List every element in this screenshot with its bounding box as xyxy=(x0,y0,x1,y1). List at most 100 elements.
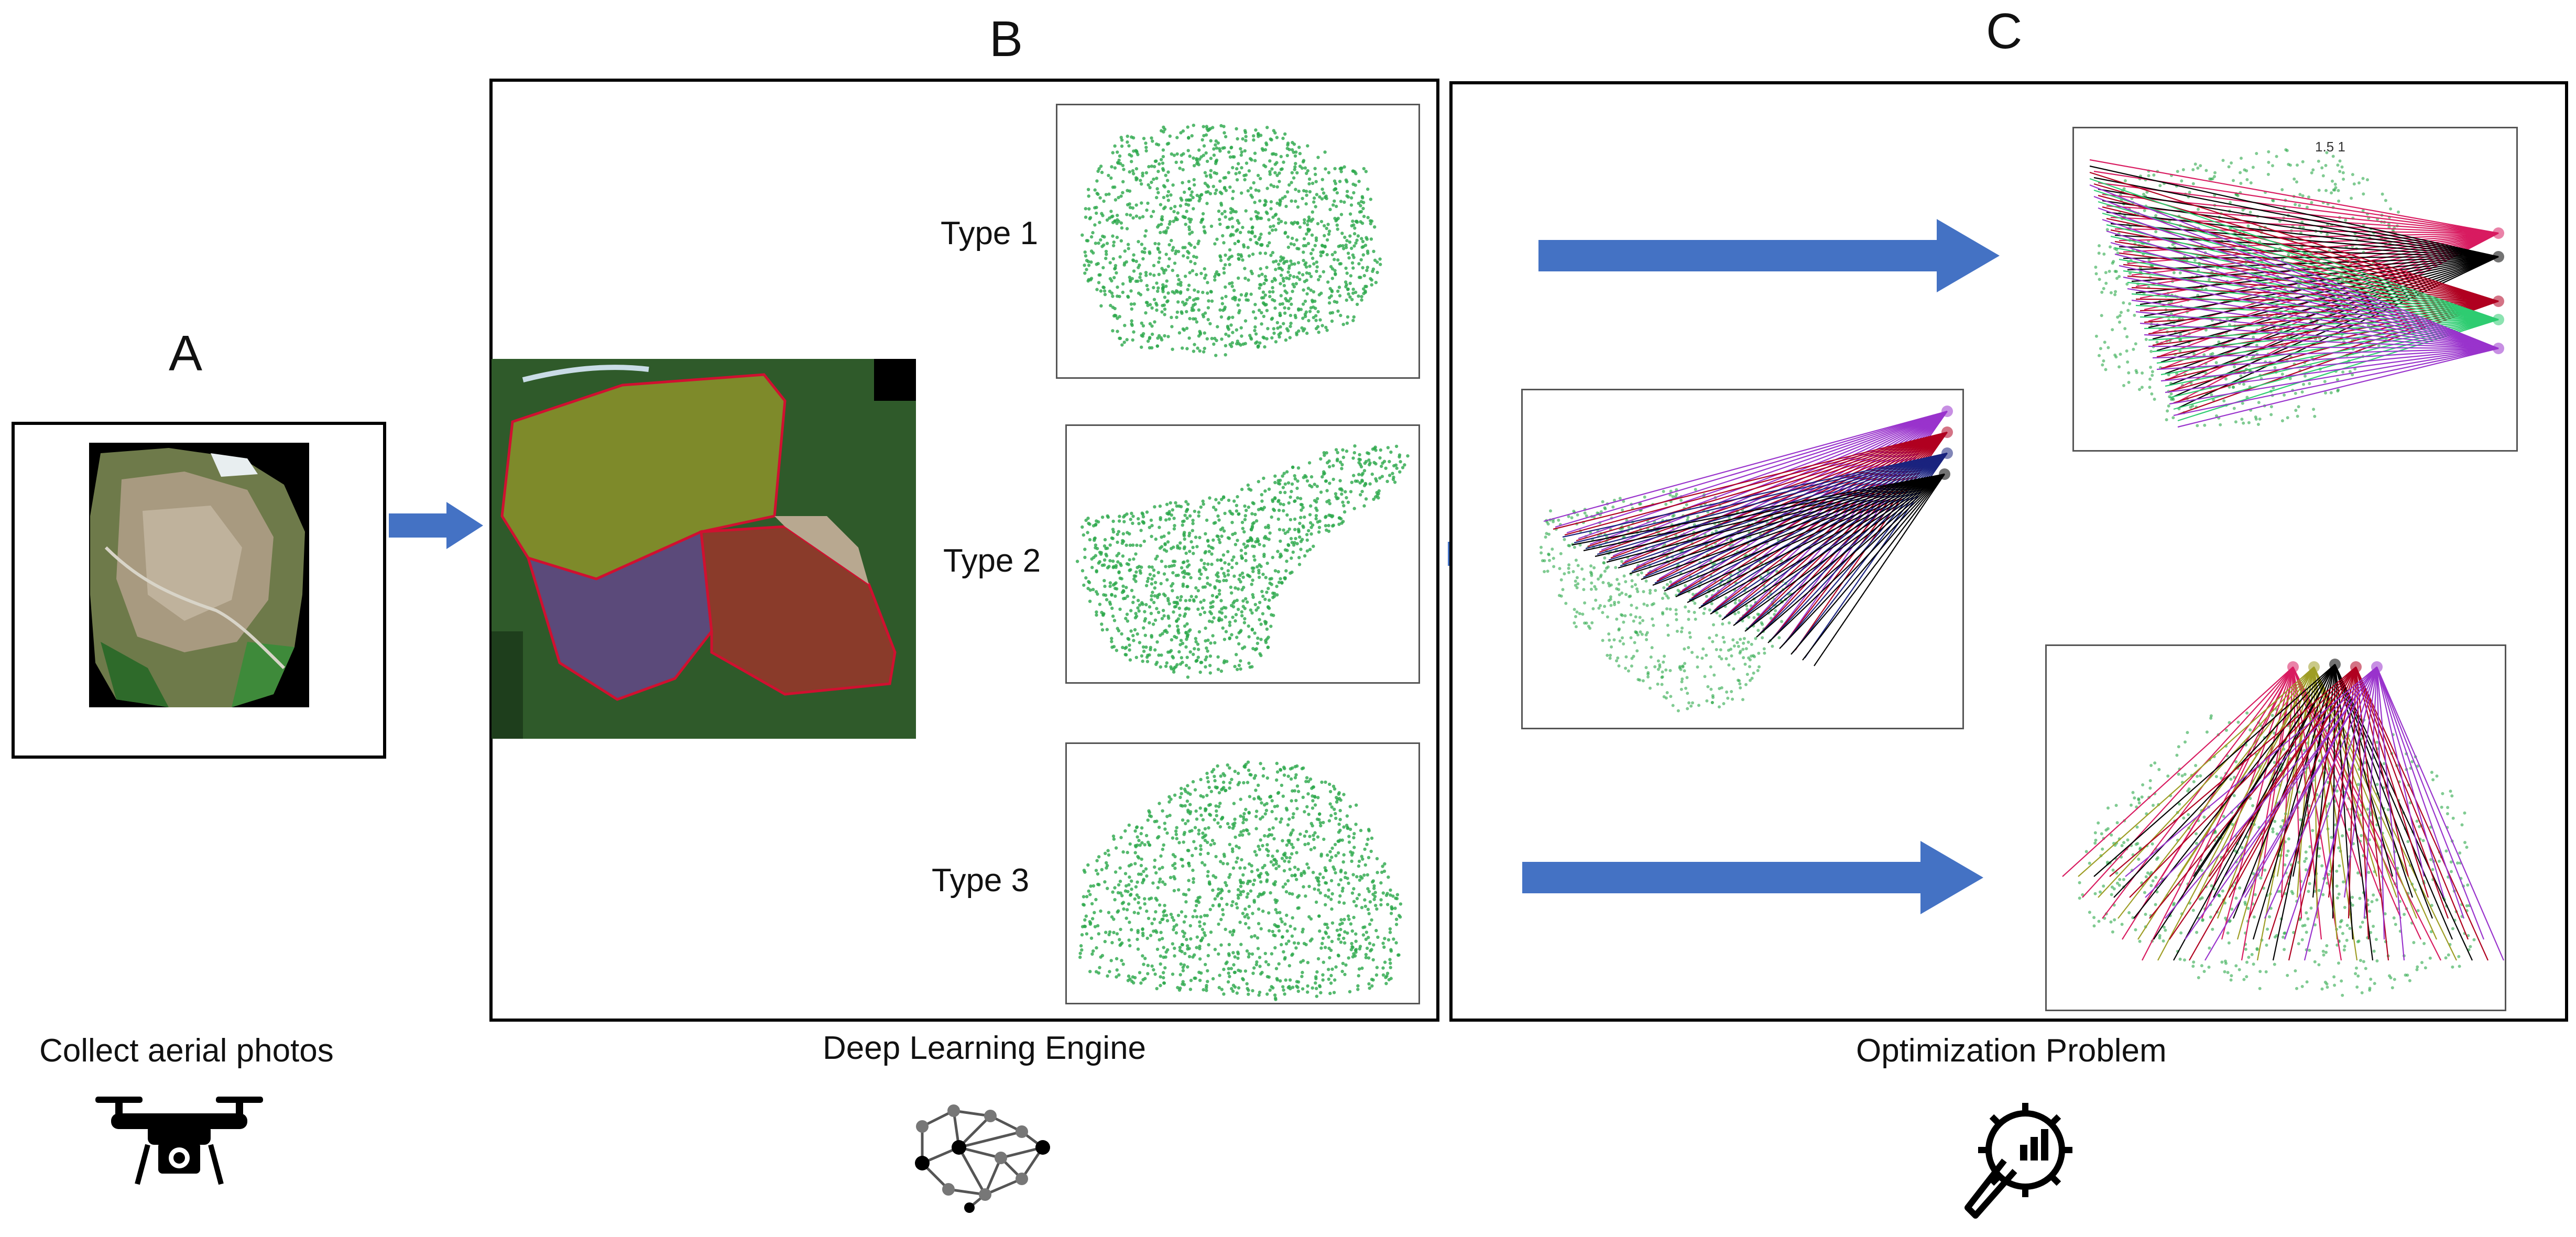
tree-point xyxy=(1263,951,1267,956)
tree-point xyxy=(2272,386,2275,390)
tree-point xyxy=(1149,934,1153,937)
tree-point xyxy=(1567,566,1570,570)
tree-point xyxy=(1243,764,1247,768)
tree-point xyxy=(1240,858,1243,862)
tree-point xyxy=(1269,254,1273,257)
tree-point xyxy=(1197,308,1201,312)
tree-point xyxy=(1137,901,1140,905)
tree-point xyxy=(1186,288,1189,291)
tree-point xyxy=(1318,821,1323,825)
tree-point xyxy=(1237,257,1241,261)
tree-point xyxy=(1343,972,1347,977)
tree-point xyxy=(1140,841,1144,845)
tree-point xyxy=(1279,490,1282,495)
tree-point xyxy=(1286,270,1290,274)
tree-point xyxy=(1651,617,1654,621)
tree-point xyxy=(1145,660,1150,663)
tree-point xyxy=(1195,272,1198,277)
tree-point xyxy=(1601,500,1604,503)
tree-point xyxy=(1228,262,1231,267)
tree-point xyxy=(1351,319,1355,322)
tree-point xyxy=(1239,943,1243,946)
tree-point xyxy=(1291,828,1295,832)
tree-point xyxy=(1110,941,1114,945)
tree-point xyxy=(2241,401,2244,405)
tree-point xyxy=(1107,911,1111,914)
tree-point xyxy=(1327,819,1331,823)
tree-point xyxy=(2252,335,2255,339)
tree-point xyxy=(1324,903,1327,906)
tree-point xyxy=(1203,914,1207,917)
tree-point xyxy=(2214,361,2218,365)
tree-point xyxy=(1134,259,1138,263)
tree-point xyxy=(1166,170,1170,174)
tree-point xyxy=(1276,550,1280,553)
tree-point xyxy=(1337,791,1341,795)
tree-point xyxy=(2232,179,2235,182)
tree-point xyxy=(1282,528,1285,532)
tree-point xyxy=(1108,930,1112,934)
tree-point xyxy=(1271,499,1275,503)
tree-point xyxy=(1223,561,1227,565)
tree-point xyxy=(1328,207,1332,211)
tree-point xyxy=(1146,818,1150,822)
tree-point xyxy=(1611,505,1615,509)
tree-point xyxy=(1097,241,1100,245)
tree-point xyxy=(1087,278,1091,281)
tree-point xyxy=(1333,842,1337,847)
tree-point xyxy=(1213,585,1217,589)
tree-point xyxy=(1344,280,1348,284)
tree-point xyxy=(1174,829,1178,833)
tree-point xyxy=(1150,524,1154,528)
tree-point xyxy=(1351,288,1355,291)
tree-point xyxy=(1335,800,1339,804)
tree-point xyxy=(1162,971,1165,975)
tree-point xyxy=(1362,273,1366,278)
tree-point xyxy=(1599,510,1603,513)
tree-point xyxy=(1233,664,1237,669)
tree-point xyxy=(1322,875,1325,879)
tree-point xyxy=(1292,143,1296,146)
tree-point xyxy=(1188,988,1193,991)
tree-point xyxy=(1546,570,1549,573)
tree-point xyxy=(1596,511,1599,515)
tree-point xyxy=(2338,159,2342,163)
tree-point xyxy=(1083,264,1086,267)
tree-point xyxy=(1260,801,1263,805)
tree-point xyxy=(1302,250,1305,254)
tree-point xyxy=(2257,401,2261,404)
tree-point xyxy=(1176,274,1180,278)
type-2-label: Type 2 xyxy=(943,543,1041,579)
tree-point xyxy=(1273,474,1277,478)
tree-point xyxy=(1365,236,1368,239)
tree-point xyxy=(1224,253,1227,257)
tree-point xyxy=(1293,313,1297,318)
tree-point xyxy=(1247,955,1251,959)
tree-point xyxy=(1187,203,1191,207)
tree-point xyxy=(1134,885,1138,889)
tree-point xyxy=(1336,457,1339,461)
tree-point xyxy=(1283,531,1287,535)
tree-point xyxy=(1391,472,1394,475)
tree-point xyxy=(1239,667,1242,671)
tree-point xyxy=(2287,253,2290,256)
tree-point xyxy=(1348,990,1352,993)
tree-point xyxy=(1341,323,1345,326)
tree-point xyxy=(1083,918,1087,922)
tree-point xyxy=(1192,317,1195,321)
tree-point xyxy=(1245,292,1249,295)
tree-point xyxy=(1207,785,1211,790)
tree-point xyxy=(1243,149,1247,153)
tree-point xyxy=(1253,151,1257,155)
tree-point xyxy=(1563,572,1566,576)
tree-point xyxy=(2329,391,2333,395)
tree-point xyxy=(1221,626,1225,630)
tree-point xyxy=(1196,642,1200,646)
tree-point xyxy=(1317,331,1320,334)
tree-point xyxy=(1176,573,1180,577)
tree-point xyxy=(1116,330,1119,333)
tree-point xyxy=(1613,600,1617,604)
tree-point xyxy=(1352,887,1356,891)
tree-point xyxy=(1095,946,1098,950)
tree-point xyxy=(1575,576,1579,579)
